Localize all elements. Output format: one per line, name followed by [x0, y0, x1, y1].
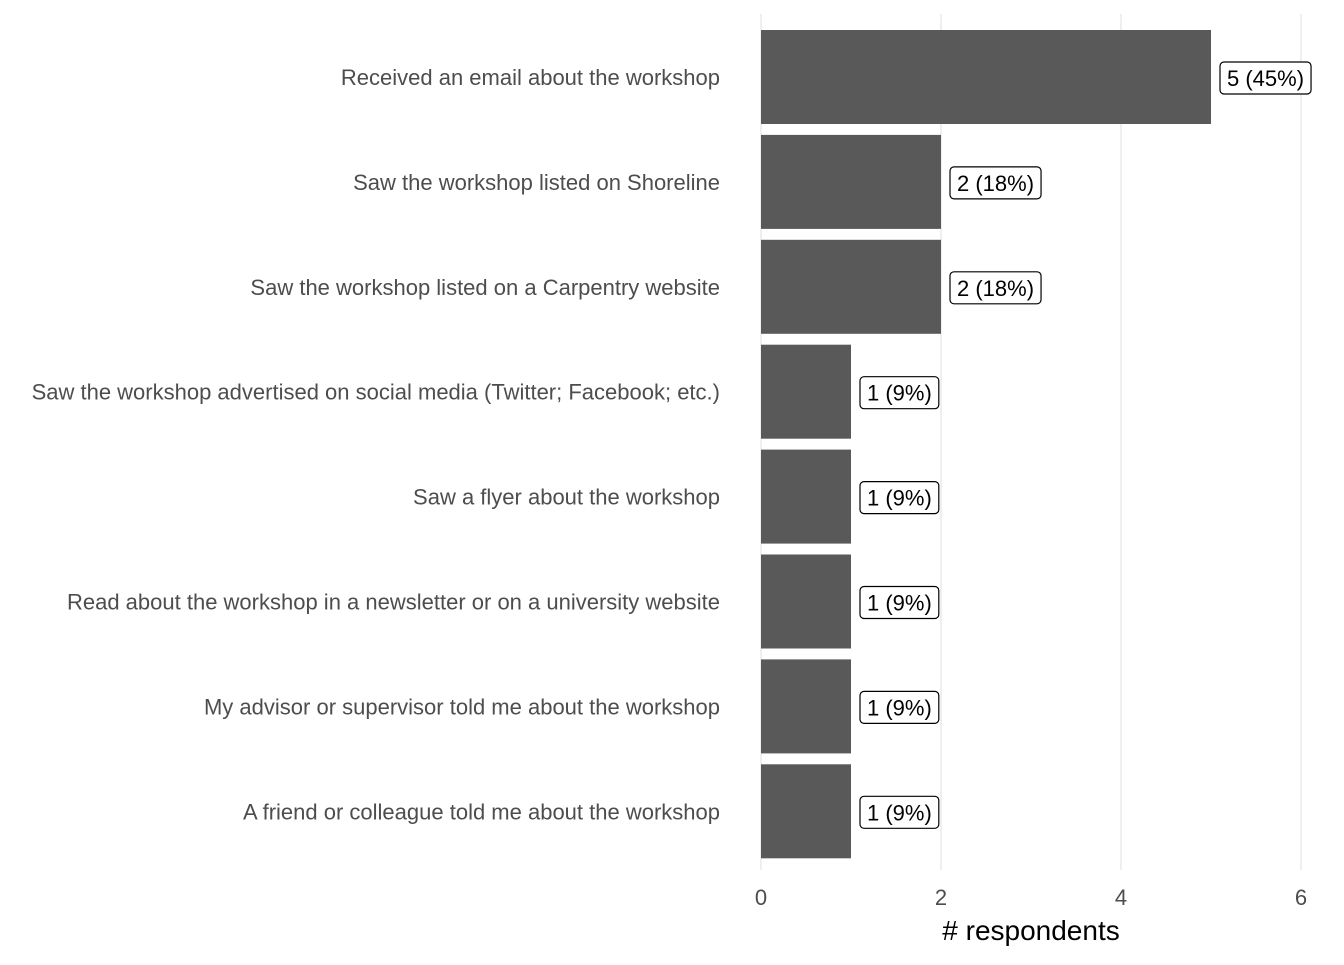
data-label: 2 (18%) — [949, 271, 1042, 305]
data-label-box — [949, 271, 1042, 305]
category-label: Read about the workshop in a newsletter … — [67, 590, 720, 615]
data-label-text: 2 (18%) — [957, 276, 1034, 301]
data-label-text: 1 (9%) — [867, 695, 932, 720]
x-axis-title: # respondents — [942, 915, 1119, 946]
category-label: A friend or colleague told me about the … — [243, 799, 720, 824]
category-label: Saw the workshop listed on a Carpentry w… — [250, 275, 720, 300]
x-tick-label: 2 — [935, 885, 947, 910]
x-tick-label: 4 — [1115, 885, 1127, 910]
data-label: 5 (45%) — [1219, 61, 1312, 95]
data-label: 1 (9%) — [859, 795, 940, 829]
data-label-text: 1 (9%) — [867, 591, 932, 616]
data-label-box — [859, 585, 940, 620]
category-label: Saw the workshop listed on Shoreline — [353, 170, 720, 195]
bar — [761, 554, 851, 649]
category-label: Saw the workshop advertised on social me… — [32, 380, 720, 405]
category-label: Saw a flyer about the workshop — [413, 485, 720, 510]
data-label-box — [1219, 61, 1312, 95]
category-label: My advisor or supervisor told me about t… — [204, 694, 720, 719]
bar — [761, 134, 941, 229]
data-labels: 5 (45%) 2 (18%) 2 (18%) 1 (9%) 1 (9%) 1 (9%) 1… — [859, 61, 1312, 829]
data-label: 1 (9%) — [859, 376, 940, 410]
bars — [761, 30, 1211, 859]
bar — [761, 449, 851, 544]
data-label-text: 1 (9%) — [867, 800, 932, 825]
bar — [761, 239, 941, 334]
category-label: Received an email about the workshop — [341, 65, 720, 90]
data-label-text: 5 (45%) — [1227, 66, 1304, 91]
bar — [761, 764, 851, 859]
data-label-box — [859, 481, 940, 515]
data-label: 2 (18%) — [949, 166, 1042, 200]
x-tick-label: 6 — [1295, 885, 1307, 910]
data-label-box — [859, 690, 940, 725]
data-label: 1 (9%) — [859, 690, 940, 725]
bar — [761, 344, 851, 439]
bar — [761, 659, 851, 754]
data-label-text: 2 (18%) — [957, 171, 1034, 196]
data-label-box — [949, 166, 1042, 200]
data-label-box — [859, 376, 940, 410]
data-label-box — [859, 795, 940, 829]
data-label: 1 (9%) — [859, 585, 940, 620]
x-axis-ticks: 0 2 4 6 — [755, 885, 1307, 910]
data-label-text: 1 (9%) — [867, 381, 932, 406]
bar — [761, 30, 1211, 124]
data-label-text: 1 (9%) — [867, 486, 932, 511]
category-labels: Received an email about the workshop Saw … — [32, 65, 720, 824]
data-label: 1 (9%) — [859, 481, 940, 515]
x-tick-label: 0 — [755, 885, 767, 910]
